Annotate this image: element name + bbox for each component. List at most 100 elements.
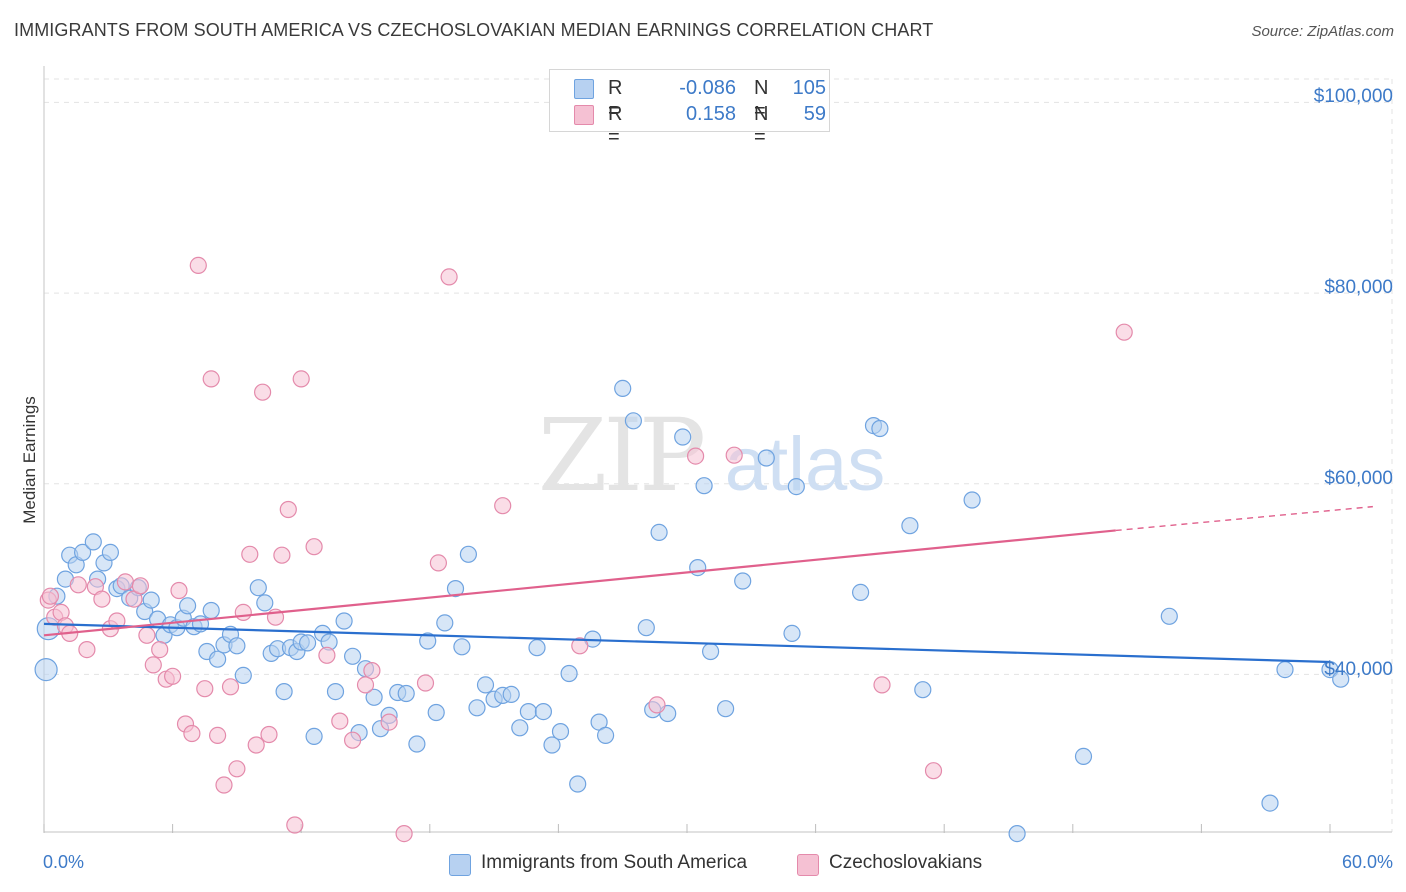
data-point (637, 619, 655, 637)
data-point (275, 682, 293, 701)
n-value: 59 (803, 103, 826, 125)
data-point (560, 664, 578, 683)
x-tick-label-min: 0.0% (43, 852, 85, 872)
data-point (543, 736, 561, 754)
data-point (254, 383, 272, 401)
y-tick-label: $100,000 (1313, 86, 1393, 107)
data-point (963, 491, 981, 509)
data-point (701, 642, 720, 661)
data-point (427, 703, 445, 722)
data-point (151, 640, 169, 659)
series-czechoslovakians (39, 256, 1133, 843)
data-point (511, 719, 529, 737)
data-point (459, 545, 477, 563)
data-point (695, 477, 713, 495)
data-point (279, 500, 297, 519)
data-point (650, 523, 668, 542)
chart-title: IMMIGRANTS FROM SOUTH AMERICA VS CZECHOS… (14, 20, 934, 40)
data-point (783, 624, 801, 643)
series-south-america (34, 379, 1350, 843)
series-layer (34, 256, 1350, 843)
data-point (1332, 670, 1350, 688)
data-point (142, 591, 160, 609)
watermark-zip: ZIP (538, 397, 703, 514)
n-label: N = (754, 77, 769, 122)
legend-swatch-blue (449, 854, 471, 876)
data-point (241, 545, 259, 563)
watermark-atlas: atlas (725, 422, 886, 507)
r-label: R = (608, 77, 623, 122)
data-point (247, 736, 265, 754)
data-point (596, 726, 615, 745)
r-value: -0.086 (679, 77, 736, 99)
data-point (534, 702, 553, 721)
data-point (249, 579, 267, 597)
trendline-south-america (43, 622, 1331, 664)
data-point (41, 587, 60, 605)
data-point (397, 684, 415, 703)
legend-swatch-pink (797, 854, 819, 876)
correlation-legend: R = -0.086 N = 105 R = 0.158 N = 59 (549, 69, 830, 148)
y-tick-label: $80,000 (1324, 277, 1393, 298)
data-point (429, 554, 447, 572)
data-point (326, 682, 345, 701)
data-point (624, 412, 643, 430)
data-point (305, 727, 323, 746)
trendline-extension (1115, 505, 1373, 532)
data-point (440, 268, 458, 286)
data-point (528, 639, 546, 657)
legend-swatch-pink (574, 105, 594, 125)
data-point (116, 573, 135, 591)
data-point (344, 647, 362, 665)
data-point (69, 576, 87, 594)
data-point (363, 661, 381, 680)
data-point (215, 776, 233, 794)
data-point (569, 775, 587, 793)
data-point (1074, 747, 1093, 766)
data-point (365, 688, 383, 706)
data-point (131, 577, 149, 595)
data-point (453, 638, 471, 656)
data-point (286, 816, 304, 834)
data-point (144, 656, 162, 674)
data-point (380, 713, 398, 731)
data-point (73, 543, 92, 562)
data-point (299, 634, 317, 652)
data-point (202, 601, 220, 620)
data-point (924, 762, 943, 780)
data-point (273, 546, 291, 564)
watermark: ZIP atlas (538, 397, 885, 514)
data-point (648, 696, 666, 714)
r-label: R = (608, 103, 623, 148)
data-point (228, 637, 246, 655)
r-value: 0.158 (685, 103, 736, 125)
data-point (436, 614, 454, 632)
data-point (34, 657, 58, 682)
data-point (502, 685, 520, 704)
data-point (209, 726, 227, 745)
data-point (179, 597, 197, 615)
n-label: N = (754, 103, 769, 148)
data-point (356, 676, 375, 694)
data-point (787, 478, 805, 496)
data-point (686, 447, 705, 465)
data-point (138, 626, 156, 644)
y-tick-label: $60,000 (1324, 468, 1393, 489)
data-point (674, 428, 692, 446)
data-point (234, 666, 252, 685)
data-point (476, 676, 495, 694)
data-point (851, 583, 870, 602)
data-point (101, 543, 120, 562)
data-point (395, 824, 413, 843)
data-point (494, 497, 512, 515)
data-point (551, 722, 570, 741)
source-label: Source: ZipAtlas.com (1251, 23, 1394, 40)
data-point (344, 731, 362, 749)
data-point (571, 637, 589, 655)
data-point (221, 678, 240, 696)
data-point (256, 594, 274, 612)
data-point (189, 256, 207, 274)
data-point (170, 581, 188, 600)
data-point (468, 699, 486, 717)
